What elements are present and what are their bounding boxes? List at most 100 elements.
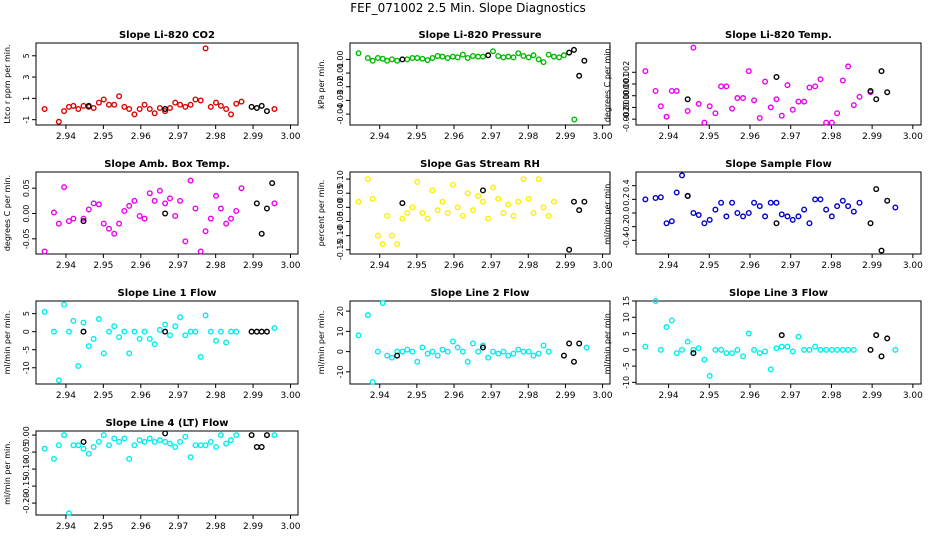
- data-point: [668, 218, 675, 225]
- data-point: [684, 107, 691, 114]
- data-point: [162, 200, 169, 207]
- data-point: [806, 220, 813, 227]
- data-point: [690, 209, 697, 216]
- y-axis-label: ml/min per min.: [3, 311, 12, 375]
- data-point: [172, 443, 179, 450]
- data-point: [111, 101, 118, 108]
- data-point: [475, 193, 482, 200]
- data-point: [80, 328, 87, 335]
- data-point: [642, 196, 649, 203]
- data-point: [545, 212, 552, 219]
- data-point: [271, 200, 278, 207]
- data-point: [233, 207, 240, 214]
- data-point: [116, 220, 123, 227]
- x-tick-label: 3.00: [903, 132, 923, 142]
- data-point: [762, 348, 769, 355]
- data-point: [156, 104, 163, 111]
- x-tick-label: 2.98: [206, 522, 226, 532]
- y-tick-label: 15: [622, 296, 631, 306]
- x-tick-label: 3.00: [903, 261, 923, 271]
- data-point: [873, 96, 880, 103]
- data-point: [823, 206, 830, 213]
- y-tick-label: 10: [622, 312, 631, 322]
- y-axis-label: percent per min.: [317, 180, 326, 247]
- x-tick-label: 2.97: [168, 261, 188, 271]
- x-tick-label: 2.98: [206, 391, 226, 401]
- data-point: [515, 50, 522, 57]
- data-point: [355, 198, 362, 205]
- data-point: [845, 63, 852, 70]
- x-tick-label: 2.94: [56, 522, 76, 532]
- data-point: [258, 443, 265, 450]
- data-point: [444, 348, 451, 355]
- data-point: [657, 103, 664, 110]
- data-point: [126, 455, 133, 462]
- y-tick-label: -0.10: [22, 459, 31, 480]
- data-point: [146, 335, 153, 342]
- y-tick-label: 0.05: [336, 184, 345, 202]
- data-point: [141, 101, 148, 108]
- page-title: FEF_071002 2.5 Min. Slope Diagnostics: [350, 1, 586, 15]
- data-point: [454, 344, 461, 351]
- data-point: [116, 93, 123, 100]
- data-point: [823, 119, 830, 126]
- data-point: [464, 55, 471, 62]
- data-point: [258, 328, 265, 335]
- data-point: [263, 432, 270, 439]
- data-point: [712, 206, 719, 213]
- data-point: [459, 51, 466, 58]
- x-tick-label: 2.97: [168, 391, 188, 401]
- data-point: [388, 232, 395, 239]
- data-point: [409, 204, 416, 211]
- data-point: [374, 232, 381, 239]
- data-point: [540, 204, 547, 211]
- data-point: [131, 442, 138, 449]
- data-point: [263, 108, 270, 115]
- chart-title: Slope Sample Flow: [725, 159, 832, 170]
- data-point: [690, 44, 697, 51]
- x-tick-label: 2.97: [781, 132, 801, 142]
- data-point: [111, 323, 118, 330]
- data-point: [233, 100, 240, 107]
- data-point: [566, 340, 573, 347]
- data-point: [850, 102, 857, 109]
- plot-frame: [35, 430, 299, 516]
- data-point: [80, 445, 87, 452]
- data-point: [525, 195, 532, 202]
- y-tick-label: 0.001: [622, 73, 631, 96]
- data-point: [520, 348, 527, 355]
- data-point: [884, 335, 891, 342]
- data-point: [535, 176, 542, 183]
- data-point: [892, 204, 899, 211]
- data-point: [845, 346, 852, 353]
- data-point: [70, 215, 77, 222]
- y-tick-label: 10: [336, 326, 345, 336]
- data-point: [817, 196, 824, 203]
- data-point: [384, 352, 391, 359]
- x-tick-label: 2.94: [370, 391, 390, 401]
- data-point: [510, 350, 517, 357]
- data-point: [679, 172, 686, 179]
- data-point: [90, 200, 97, 207]
- plot-frame: [635, 300, 922, 385]
- x-tick-label: 2.95: [699, 261, 719, 271]
- data-point: [207, 103, 214, 110]
- data-point: [202, 312, 209, 319]
- data-point: [449, 181, 456, 188]
- data-point: [213, 337, 220, 344]
- data-point: [182, 332, 189, 339]
- data-point: [560, 52, 567, 59]
- data-point: [177, 197, 184, 204]
- y-tick-label: -0.10: [336, 225, 345, 246]
- data-point: [100, 220, 107, 227]
- x-tick-label: 2.94: [370, 132, 390, 142]
- data-point: [50, 209, 57, 216]
- y-tick-label: -0.05: [336, 211, 345, 232]
- data-point: [878, 247, 885, 254]
- data-point: [271, 325, 278, 332]
- y-tick-label: 0.00: [336, 198, 345, 216]
- data-point: [374, 348, 381, 355]
- data-point: [695, 345, 702, 352]
- data-point: [485, 52, 492, 59]
- data-point: [469, 340, 476, 347]
